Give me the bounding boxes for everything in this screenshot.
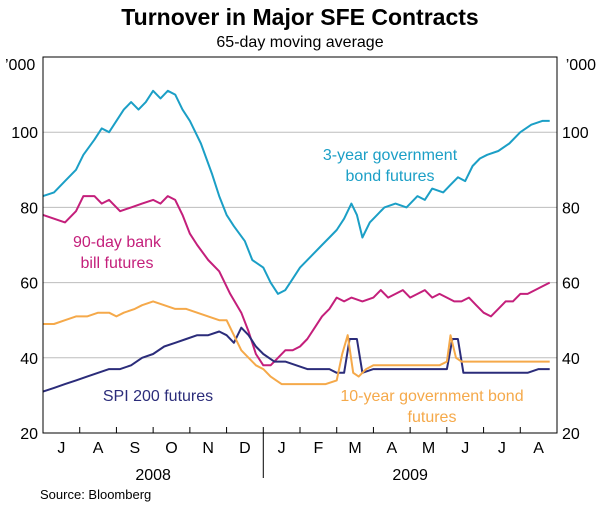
month-label-1: A (93, 440, 104, 457)
series-line-3 (43, 300, 550, 386)
series-label-0-line-1: bond futures (346, 168, 435, 185)
chart-subtitle: 65-day moving average (216, 34, 383, 51)
y-tick-left-60: 60 (20, 276, 38, 293)
month-label-11: J (461, 440, 469, 457)
series-label-0-line-0: 3-year government (323, 147, 458, 164)
series-line-2 (42, 326, 550, 393)
y-tick-right-40: 40 (562, 351, 580, 368)
month-label-6: J (278, 440, 286, 457)
source-note: Source: Bloomberg (40, 487, 151, 502)
y-tick-right-100: 100 (562, 125, 589, 142)
y-tick-left-80: 80 (20, 200, 38, 217)
series-label-1-line-0: 90-day bank (73, 234, 162, 251)
axes: 20 20 40 40 60 60 80 80 100 100 J A S O N D J F M A M J J A 2008… (11, 125, 589, 484)
month-label-8: M (348, 440, 361, 457)
month-label-5: D (239, 440, 251, 457)
month-label-9: A (386, 440, 397, 457)
series-label-3-line-0: 10-year government bond (340, 388, 523, 405)
series-line-0 (42, 89, 550, 295)
y-tick-left-20: 20 (20, 426, 38, 443)
year-label-2008: 2008 (135, 467, 171, 484)
chart-title: Turnover in Major SFE Contracts (121, 4, 478, 30)
y-tick-left-40: 40 (20, 351, 38, 368)
month-label-13: A (533, 440, 544, 457)
y-tick-right-80: 80 (562, 200, 580, 217)
month-label-2: S (129, 440, 140, 457)
month-label-3: O (165, 440, 177, 457)
month-label-0: J (57, 440, 65, 457)
month-label-10: M (422, 440, 435, 457)
y-tick-right-20: 20 (562, 426, 580, 443)
series-annotations: 3-year government bond futures 90-day bank… (73, 147, 524, 426)
series-label-3-line-1: futures (408, 409, 457, 426)
month-label-7: F (313, 440, 323, 457)
month-label-4: N (202, 440, 214, 457)
series-label-1-line-1: bill futures (81, 255, 154, 272)
year-label-2009: 2009 (392, 467, 428, 484)
month-label-12: J (498, 440, 506, 457)
series-line-1 (42, 195, 551, 367)
left-unit-label: ’000 (5, 57, 35, 74)
y-tick-right-60: 60 (562, 276, 580, 293)
y-tick-left-100: 100 (11, 125, 38, 142)
series-lines (42, 89, 551, 393)
series-label-2-line-0: SPI 200 futures (103, 388, 213, 405)
right-unit-label: ’000 (566, 57, 596, 74)
